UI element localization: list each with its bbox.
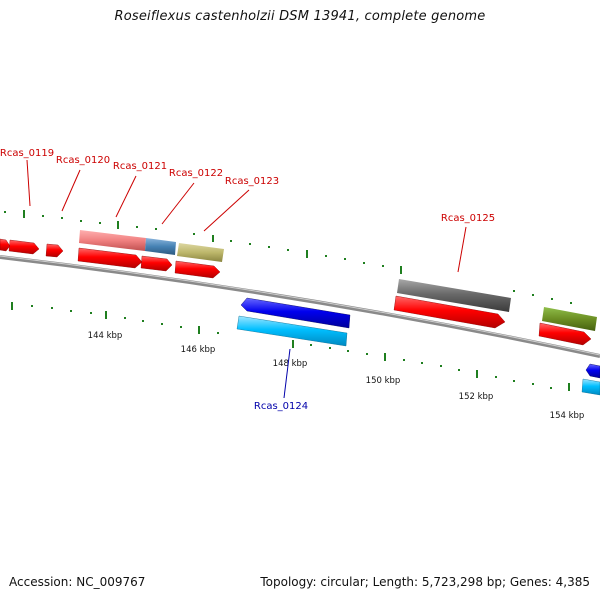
cds-arrow[interactable] (0, 238, 11, 252)
forward-feature-track (79, 230, 597, 331)
scale-label-146: 146 kbp (181, 345, 216, 355)
cds-arrow[interactable] (174, 260, 221, 279)
map-title: Roseiflexus castenholzii DSM 13941, comp… (114, 9, 486, 24)
reverse-feature-track (236, 315, 600, 396)
cds-arrow[interactable] (538, 322, 592, 346)
lower-tick-row (11, 302, 570, 391)
cds-arrow[interactable] (393, 295, 506, 329)
genome-backbone-highlight (0, 255, 600, 356)
feature-olive[interactable] (542, 307, 597, 331)
feature-cyan[interactable] (581, 378, 600, 396)
feature-cyan[interactable] (236, 315, 348, 347)
cds-arrow[interactable] (77, 247, 143, 269)
gene-label-rcas-0125[interactable]: Rcas_0125 (441, 213, 495, 224)
gene-label-rcas-0122[interactable]: Rcas_0122 (169, 168, 223, 179)
scale-label-148: 148 kbp (273, 359, 308, 369)
feature-dark-gray[interactable] (397, 279, 511, 312)
gene-label-rcas-0124[interactable]: Rcas_0124 (254, 401, 308, 412)
cds-arrow[interactable] (8, 239, 40, 255)
gene-label-rcas-0121[interactable]: Rcas_0121 (113, 161, 167, 172)
gene-label-rcas-0120[interactable]: Rcas_0120 (56, 155, 110, 166)
feature-khaki[interactable] (177, 243, 224, 262)
scale-label-154: 154 kbp (550, 411, 585, 421)
cds-arrow[interactable] (240, 297, 351, 329)
forward-cds-track (0, 238, 592, 346)
feature-pink[interactable] (79, 230, 146, 251)
feature-steel-blue[interactable] (145, 238, 176, 255)
reverse-cds-track (240, 297, 600, 379)
scale-label-150: 150 kbp (366, 376, 401, 386)
gene-label-rcas-0123[interactable]: Rcas_0123 (225, 176, 279, 187)
label-leaders (26, 159, 467, 399)
cds-arrow[interactable] (45, 243, 64, 258)
scale-label-144: 144 kbp (88, 331, 123, 341)
accession-text: Accession: NC_009767 (9, 575, 146, 589)
cds-arrow[interactable] (140, 255, 173, 272)
genome-backbone (0, 255, 600, 358)
gene-label-rcas-0119[interactable]: Rcas_0119 (0, 148, 54, 159)
upper-tick-row (4, 210, 572, 304)
cds-arrow[interactable] (585, 363, 600, 379)
genome-summary-text: Topology: circular; Length: 5,723,298 bp… (260, 575, 590, 589)
scale-label-152: 152 kbp (459, 392, 494, 402)
